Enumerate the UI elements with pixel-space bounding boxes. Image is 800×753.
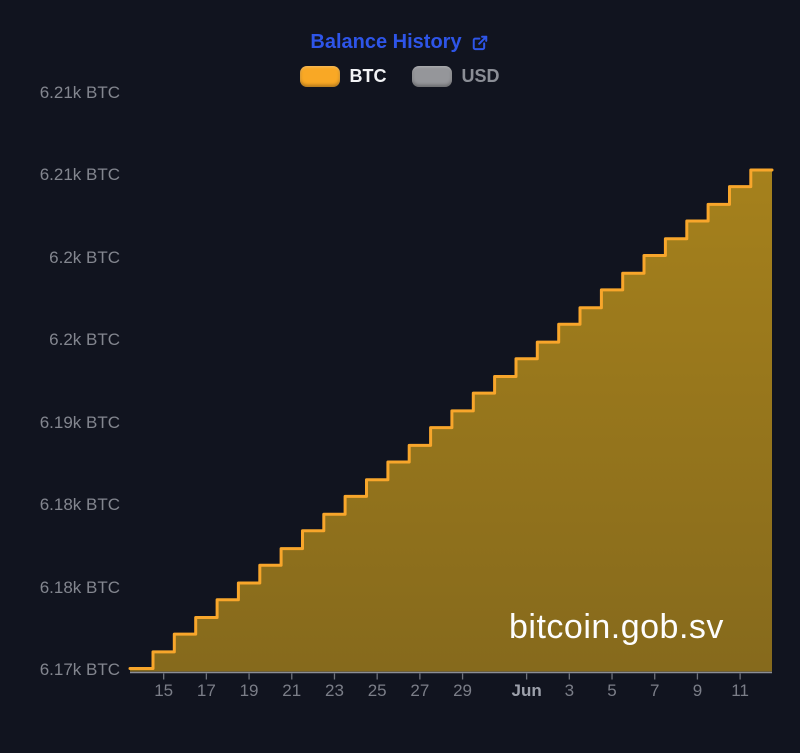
usd-series-swatch [412, 66, 453, 87]
balance-step-line [128, 168, 774, 670]
legend-label-btc: BTC [349, 66, 387, 86]
chart-title: Balance History [310, 31, 462, 53]
chart-legend: BTC USD [0, 66, 800, 87]
watermark: bitcoin.gob.sv [509, 608, 724, 646]
legend-item-usd[interactable]: USD [412, 66, 500, 87]
chart-header: Balance History [0, 31, 800, 54]
legend-item-btc[interactable]: BTC [300, 66, 386, 87]
legend-label-usd: USD [461, 66, 500, 86]
btc-series-swatch [300, 66, 341, 87]
external-link-icon [472, 35, 487, 50]
balance-history-link[interactable]: Balance History [310, 31, 489, 54]
balance-area-fill [130, 170, 772, 672]
